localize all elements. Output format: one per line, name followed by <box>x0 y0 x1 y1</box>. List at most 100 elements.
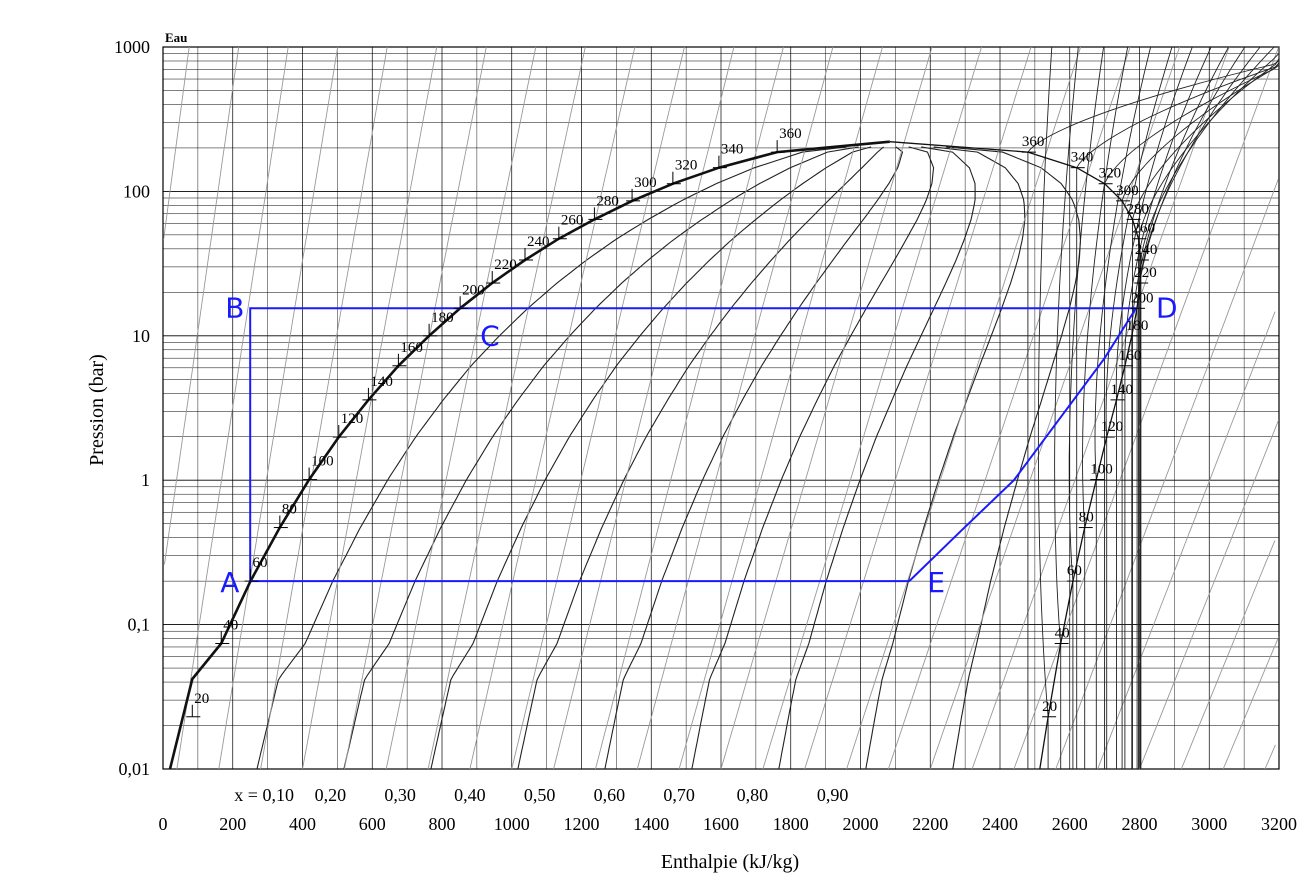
quality-label: 0,50 <box>524 785 556 805</box>
y-tick-label: 10 <box>132 326 150 346</box>
quality-line <box>517 146 884 770</box>
quality-label: 0,20 <box>315 785 347 805</box>
x-tick-label: 2000 <box>843 814 879 834</box>
isentrope-line <box>1097 311 1276 770</box>
isotherm-line <box>1124 46 1212 769</box>
quality-label: 0,80 <box>737 785 769 805</box>
saturation-liquid-curve <box>168 140 890 770</box>
quality-label: x = 0,10 <box>234 785 294 805</box>
isotherm-label-liquid: 100 <box>311 454 334 470</box>
isotherm-label-vapor: 180 <box>1126 318 1149 334</box>
y-tick-label: 1 <box>141 470 150 490</box>
isotherm-line <box>1027 47 1280 769</box>
y-tick-label: 1000 <box>114 37 150 57</box>
isotherm-line <box>1054 46 1079 769</box>
quality-line <box>604 146 904 770</box>
isentrope-line <box>595 46 784 770</box>
isotherm-label-liquid: 180 <box>431 310 454 326</box>
isentrope-line <box>971 46 1230 770</box>
isotherm-line <box>1082 46 1129 769</box>
isotherm-label-vapor: 200 <box>1131 290 1154 306</box>
x-tick-label: 2200 <box>912 814 948 834</box>
isotherm-label-vapor: 140 <box>1110 382 1133 398</box>
isotherm-line <box>1132 47 1280 769</box>
isentrope-line <box>302 46 438 770</box>
x-tick-label: 1200 <box>564 814 600 834</box>
cycle-point-label: C <box>480 319 500 352</box>
isotherm-label-liquid: 300 <box>634 175 657 191</box>
x-tick-label: 1800 <box>773 814 809 834</box>
isentrope-line <box>846 46 1082 770</box>
isotherm-line <box>1121 47 1280 769</box>
isentrope-line <box>1013 46 1280 770</box>
x-tick-label: 2600 <box>1052 814 1088 834</box>
isotherm-label-vapor: 260 <box>1132 221 1155 237</box>
isotherm-label-liquid: 120 <box>341 411 364 427</box>
isentrope-line <box>260 46 388 770</box>
x-tick-label: 1400 <box>633 814 669 834</box>
isotherm-line <box>1105 46 1173 769</box>
isotherm-label-liquid: 240 <box>527 234 550 250</box>
isotherm-line <box>1140 46 1275 769</box>
isotherm-label-vapor: 160 <box>1119 348 1142 364</box>
isotherm-label-vapor: 20 <box>1042 699 1057 715</box>
isotherm-label-vapor: 40 <box>1055 625 1070 641</box>
isentrope-line <box>720 46 933 770</box>
isotherm-label-vapor: 240 <box>1135 242 1158 258</box>
isentrope-line <box>469 46 636 770</box>
chart-labels: 0 200 400 600 800 1000 1200 1400 1600 1800 2000 220… <box>114 37 1297 834</box>
saturation-vapor-curve <box>889 141 1142 770</box>
x-tick-label: 1000 <box>494 814 530 834</box>
quality-label: 0,60 <box>594 785 626 805</box>
isotherm-label-liquid: 320 <box>675 158 698 174</box>
isentrope-line <box>163 46 240 565</box>
quality-label: 0,40 <box>454 785 486 805</box>
isentrope-line <box>1055 179 1279 770</box>
quality-line <box>343 146 859 770</box>
x-tick-label: 2400 <box>982 814 1018 834</box>
y-tick-label: 0,1 <box>128 615 151 635</box>
isentrope-line <box>176 46 289 770</box>
isotherm-label-liquid: 340 <box>721 142 744 158</box>
isotherm-label-vapor: 100 <box>1090 462 1113 478</box>
isentrope-line <box>678 46 883 770</box>
isotherm-line <box>1138 47 1280 769</box>
isentrope-line <box>1264 744 1276 770</box>
isotherm-label-vapor: 120 <box>1101 419 1124 435</box>
cycle-point-label: B <box>225 291 244 324</box>
isotherm-label-vapor: 280 <box>1127 201 1150 217</box>
chart-curves <box>163 46 1280 770</box>
isentrope-line <box>163 46 190 240</box>
x-tick-label: 800 <box>429 814 456 834</box>
isotherm-label-liquid: 220 <box>494 257 516 273</box>
quality-label: 0,70 <box>663 785 695 805</box>
isotherm-label-liquid: 160 <box>400 340 423 356</box>
isentrope-line <box>636 46 834 770</box>
x-tick-label: 2800 <box>1122 814 1158 834</box>
isotherm-label-vapor: 360 <box>1022 134 1045 150</box>
isotherm-line <box>1094 46 1152 769</box>
isotherm-line <box>1037 46 1053 769</box>
isentrope-line <box>511 46 685 770</box>
quality-line <box>778 146 976 770</box>
isentrope-line <box>1222 636 1280 770</box>
x-tick-label: 200 <box>219 814 246 834</box>
quality-line <box>691 146 935 770</box>
isotherm-label-liquid: 360 <box>779 126 802 142</box>
cycle-point-label: E <box>927 566 945 599</box>
isentrope-line <box>218 46 339 770</box>
x-tick-label: 3000 <box>1191 814 1227 834</box>
isentrope-line <box>762 46 982 770</box>
cycle-point-label: D <box>1156 291 1178 324</box>
isotherm-label-vapor: 60 <box>1067 563 1082 579</box>
quality-label: 0,30 <box>384 785 416 805</box>
isotherm-label-liquid: 60 <box>253 555 268 571</box>
x-tick-label: 600 <box>359 814 386 834</box>
y-tick-label: 100 <box>123 181 150 201</box>
isotherm-label-liquid: 280 <box>596 193 619 209</box>
isotherm-label-liquid: 140 <box>370 374 393 390</box>
isentrope-line <box>343 46 487 770</box>
x-tick-label: 3200 <box>1261 814 1297 834</box>
quality-line <box>865 146 1026 770</box>
isentrope-line <box>804 46 1032 770</box>
